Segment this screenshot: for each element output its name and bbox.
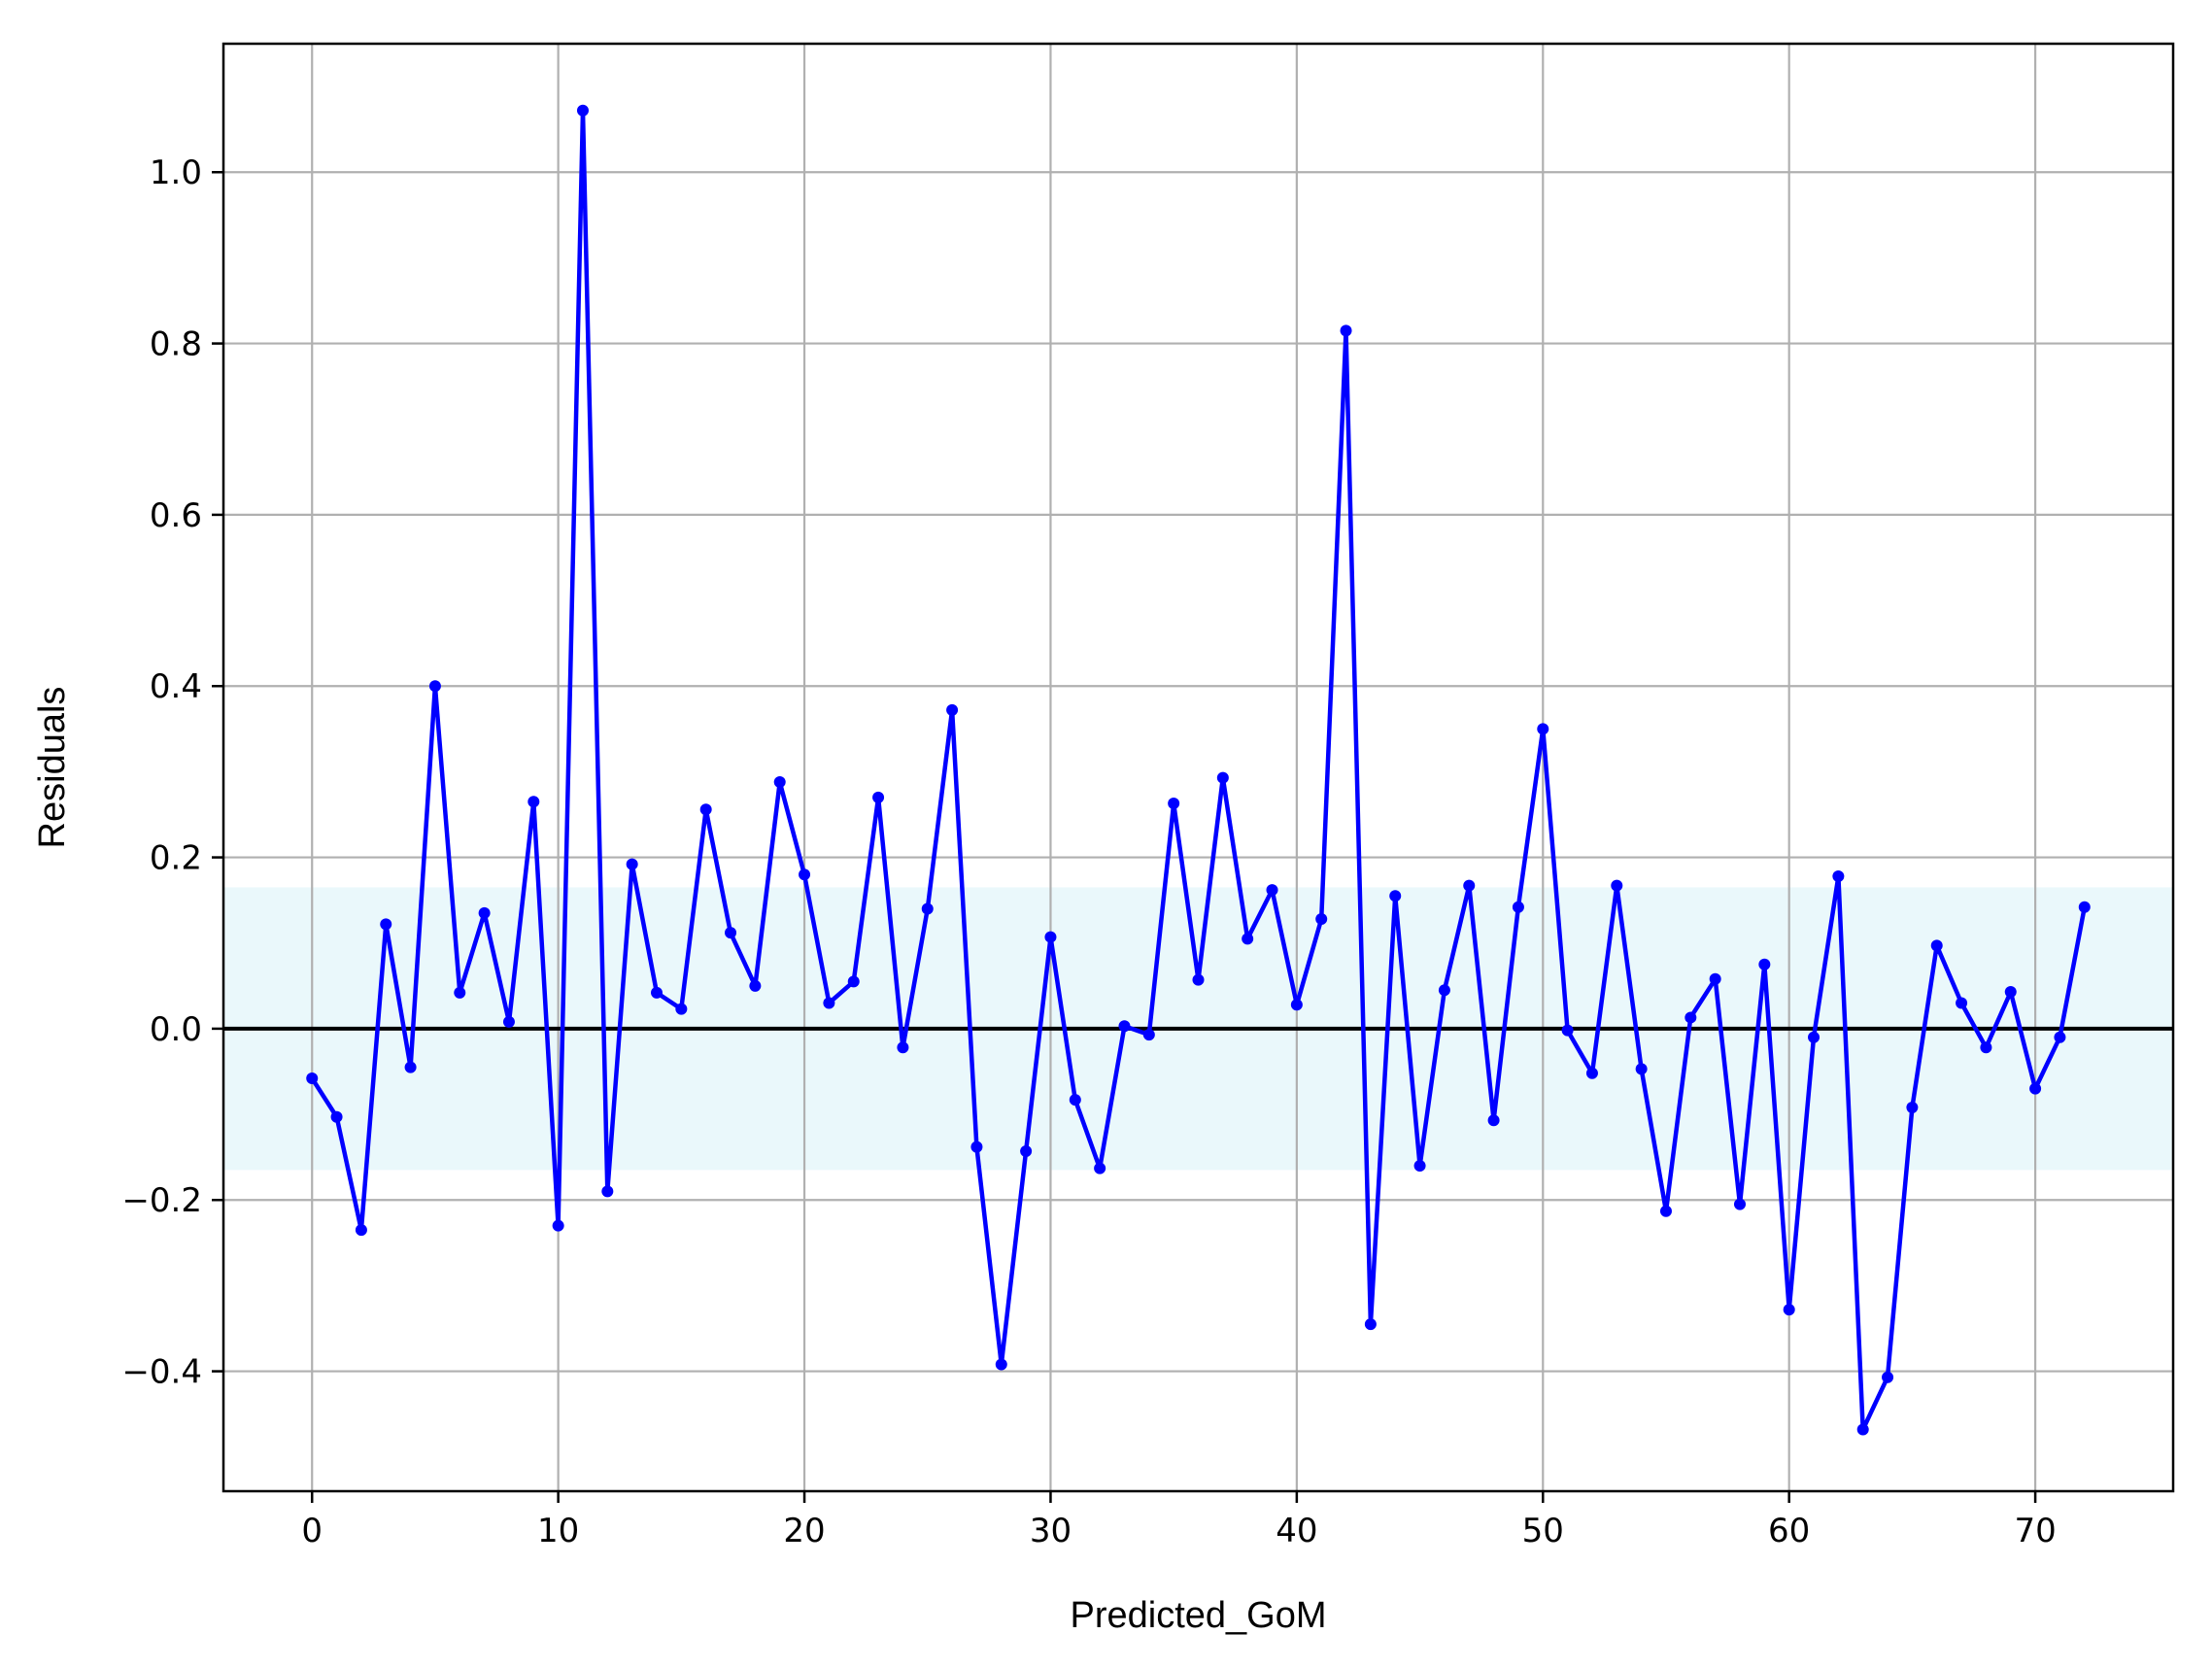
data-point — [1635, 1063, 1648, 1075]
data-point — [2054, 1031, 2066, 1043]
data-point — [1438, 984, 1450, 997]
data-point — [1142, 1029, 1155, 1041]
data-point — [1685, 1011, 1697, 1024]
data-point — [799, 868, 811, 881]
data-point — [1882, 1371, 1894, 1383]
data-point — [1463, 879, 1476, 892]
data-point — [921, 902, 934, 915]
data-point — [626, 858, 638, 870]
data-point — [1364, 1318, 1377, 1331]
x-tick-label: 10 — [537, 1512, 579, 1550]
x-axis-label: Predicted_GoM — [1070, 1595, 1326, 1636]
data-point — [1290, 999, 1303, 1011]
y-tick-label: 0.2 — [150, 839, 202, 878]
data-point — [1512, 901, 1524, 913]
data-point — [1758, 958, 1771, 970]
x-tick-label: 70 — [2014, 1512, 2056, 1550]
data-point — [1956, 997, 1968, 1009]
data-point — [1192, 973, 1205, 986]
data-point — [872, 791, 885, 803]
data-point — [1242, 933, 1254, 945]
data-point — [1020, 1144, 1033, 1157]
y-tick-label: 0.0 — [150, 1010, 202, 1049]
data-point — [2029, 1082, 2042, 1095]
data-point — [1537, 723, 1549, 735]
data-point — [675, 1003, 688, 1015]
y-tick-label: 0.6 — [150, 496, 202, 535]
data-point — [306, 1072, 319, 1085]
data-point — [1709, 972, 1721, 985]
data-point — [1413, 1159, 1426, 1172]
data-point — [1906, 1102, 1919, 1114]
data-point — [502, 1015, 515, 1028]
data-point — [749, 979, 762, 992]
data-point — [1315, 913, 1328, 926]
data-point — [454, 986, 466, 999]
data-point — [1856, 1423, 1869, 1436]
data-point — [355, 1224, 367, 1237]
data-point — [1930, 939, 1943, 952]
x-tick-label: 30 — [1030, 1512, 1072, 1550]
x-tick-label: 50 — [1522, 1512, 1564, 1550]
data-point — [601, 1185, 614, 1198]
data-point — [1659, 1205, 1672, 1217]
data-point — [1168, 798, 1180, 810]
data-point — [946, 703, 959, 716]
data-point — [478, 906, 491, 919]
data-point — [1585, 1067, 1598, 1079]
data-point — [330, 1110, 343, 1123]
x-tick-label: 60 — [1768, 1512, 1810, 1550]
data-point — [1389, 890, 1402, 902]
data-point — [1832, 869, 1845, 882]
data-point — [1216, 771, 1229, 784]
data-point — [1094, 1162, 1106, 1174]
data-point — [552, 1219, 564, 1232]
data-point — [995, 1358, 1007, 1371]
data-point — [970, 1140, 983, 1153]
data-point — [1340, 324, 1352, 337]
data-point — [1069, 1094, 1081, 1106]
data-point — [428, 680, 441, 693]
plot-area-frame — [221, 42, 2175, 1493]
data-point — [847, 975, 860, 988]
y-tick-label: 0.8 — [150, 325, 202, 364]
data-point — [1808, 1031, 1821, 1043]
data-point — [2078, 901, 2091, 913]
data-point — [773, 775, 786, 788]
data-point — [897, 1041, 909, 1054]
data-point — [380, 918, 392, 931]
data-point — [404, 1061, 417, 1073]
data-point — [1118, 1020, 1131, 1033]
x-tick-label: 0 — [301, 1512, 323, 1550]
data-point — [823, 997, 835, 1009]
y-axis-ticks: −0.4 −0.2 0.0 0.2 0.4 0.6 0.8 1.0 — [121, 153, 223, 1392]
data-point — [651, 986, 663, 999]
data-point — [576, 104, 589, 117]
data-point — [1980, 1041, 1992, 1054]
data-point — [1044, 931, 1057, 943]
data-point — [2004, 985, 2017, 998]
data-point — [699, 803, 712, 816]
x-axis-ticks: 0 10 20 30 40 50 60 70 — [301, 1491, 2057, 1550]
x-tick-label: 40 — [1276, 1512, 1317, 1550]
data-point — [1734, 1198, 1746, 1210]
data-point — [527, 796, 540, 808]
data-point — [1266, 884, 1278, 897]
y-tick-label: −0.4 — [121, 1353, 202, 1392]
y-tick-label: 0.4 — [150, 667, 202, 706]
y-tick-label: −0.2 — [121, 1181, 202, 1220]
residual-series — [306, 104, 2091, 1436]
y-axis-label: Residuals — [32, 687, 73, 849]
data-point — [1611, 879, 1623, 892]
x-tick-label: 20 — [783, 1512, 825, 1550]
data-point — [1561, 1024, 1574, 1037]
y-tick-label: 1.0 — [150, 153, 202, 192]
data-point — [1487, 1114, 1500, 1127]
data-point — [1783, 1304, 1795, 1316]
data-point — [725, 927, 737, 939]
